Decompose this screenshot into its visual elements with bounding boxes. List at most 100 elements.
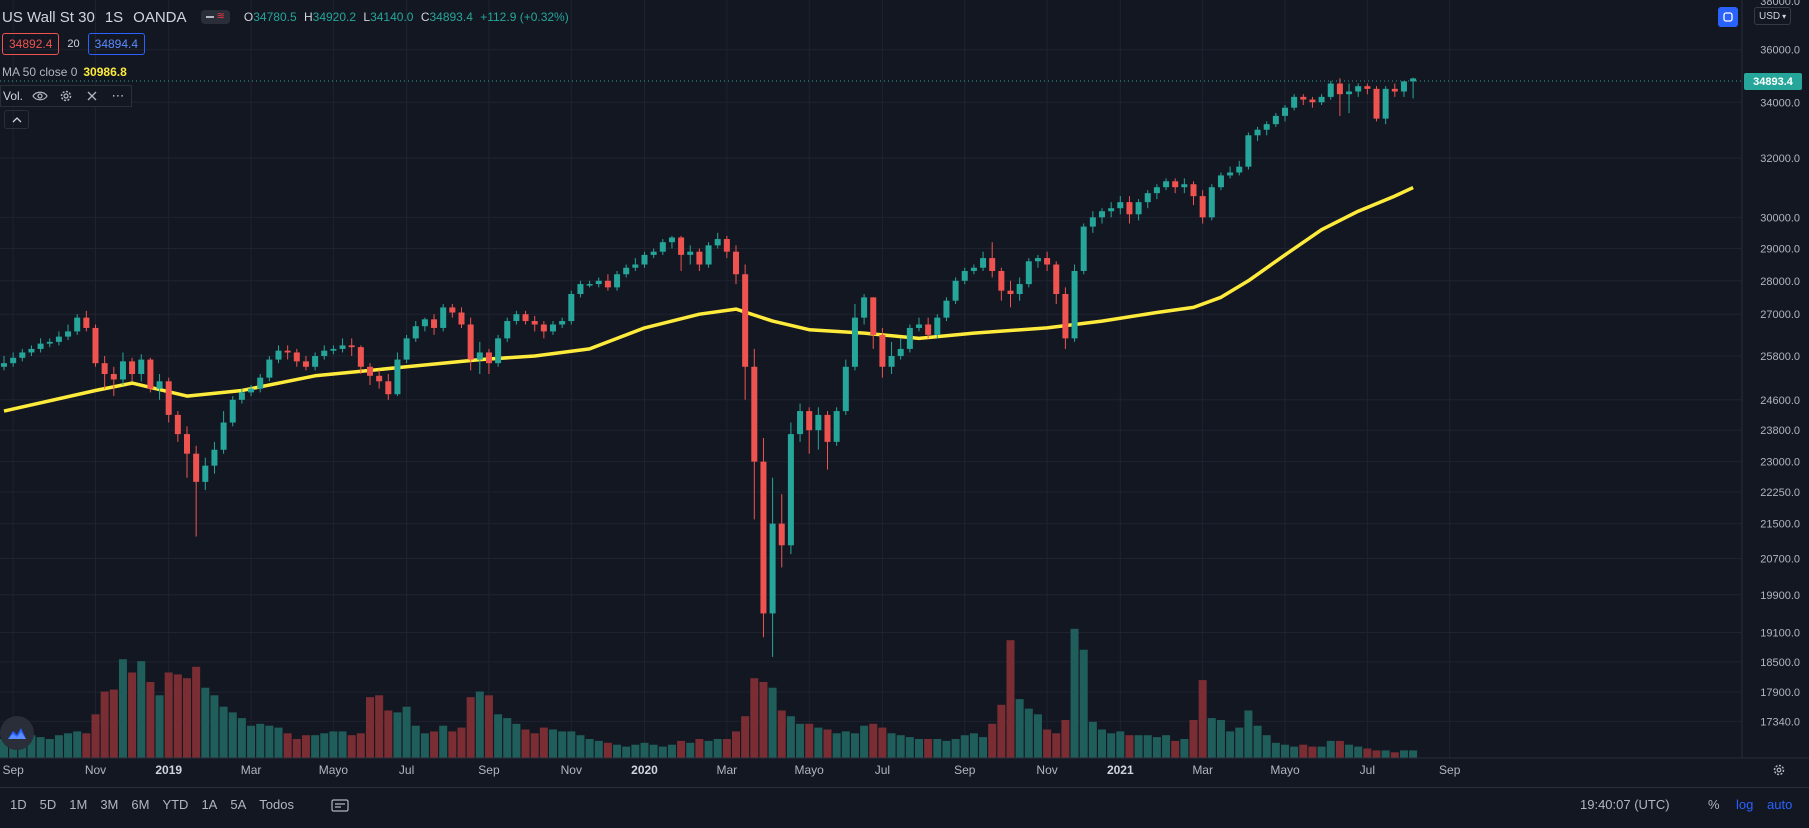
candle-body (1282, 107, 1288, 116)
volume-bar (338, 731, 347, 758)
percent-scale-toggle[interactable]: % (1708, 797, 1720, 812)
candle-body (147, 359, 154, 389)
eye-icon[interactable] (27, 86, 53, 106)
log-scale-toggle[interactable]: log (1736, 797, 1754, 812)
timeframe-button-6m[interactable]: 6M (131, 797, 150, 812)
candle-body (943, 300, 950, 318)
sell-price-button[interactable]: 34892.4 (2, 33, 60, 55)
volume-bar (210, 695, 219, 758)
time-tick-label: 2019 (155, 763, 182, 777)
gear-icon[interactable] (53, 86, 79, 106)
candle (586, 280, 593, 288)
candle-body (83, 317, 90, 328)
volume-bar (713, 739, 722, 758)
volume-bar (393, 712, 402, 758)
candle (193, 445, 200, 537)
candle (119, 352, 126, 385)
volume-bar (530, 733, 539, 758)
candle (1318, 94, 1325, 105)
candle-body (586, 284, 593, 286)
volume-bar (1152, 737, 1161, 758)
volume-bar (1308, 746, 1317, 758)
timeframe-button-1a[interactable]: 1A (201, 797, 218, 812)
candle-body (138, 359, 145, 375)
candle (1373, 86, 1380, 122)
volume-bar (494, 714, 503, 758)
timeframe-button-1m[interactable]: 1M (69, 797, 88, 812)
candle (321, 345, 328, 360)
candle-body (129, 361, 136, 375)
calendar-range-icon (331, 799, 349, 812)
timeframe-button-5a[interactable]: 5A (230, 797, 247, 812)
time-tick-label: Mayo (795, 763, 825, 777)
candle-body (961, 270, 968, 281)
candle (723, 235, 730, 259)
candle-body (522, 314, 529, 322)
close-icon[interactable] (79, 86, 105, 106)
volume-bar (732, 731, 740, 758)
candle (421, 317, 428, 332)
exchange-label[interactable]: OANDA (133, 8, 187, 26)
ma-legend[interactable]: MA 50 close 0 30986.8 (0, 63, 127, 81)
sync-button[interactable] (1718, 7, 1738, 27)
timeframe-button-5d[interactable]: 5D (39, 797, 57, 812)
candle-body (559, 321, 566, 325)
candle (632, 258, 639, 271)
candle-body (595, 280, 602, 285)
candle-body (1199, 196, 1206, 218)
volume-bar (1116, 731, 1125, 758)
volume-bar (1189, 720, 1198, 758)
more-icon[interactable]: ⋯ (111, 88, 125, 103)
candle (540, 321, 547, 339)
candle-body (1272, 115, 1279, 125)
timeframe-button-todos[interactable]: Todos (259, 797, 294, 812)
candle-body (1108, 208, 1115, 212)
candle (970, 264, 977, 275)
candle (833, 407, 840, 446)
candle (961, 267, 968, 285)
axis-settings-button[interactable] (1770, 761, 1788, 779)
ma-indicator-label[interactable]: MA 50 close 0 (2, 65, 78, 79)
price-axis-bg[interactable] (1742, 0, 1809, 787)
volume-bar (192, 666, 201, 758)
timeframe-button-1d[interactable]: 1D (10, 797, 27, 812)
candle-body (220, 422, 227, 450)
candle (330, 345, 337, 355)
candle-body (998, 270, 1005, 291)
candle (339, 338, 346, 353)
volume-bar (704, 740, 713, 758)
volume-bar (311, 735, 320, 758)
volume-label[interactable]: Vol. (3, 89, 24, 103)
volume-bar (1098, 729, 1106, 758)
timeframe-button-3m[interactable]: 3M (100, 797, 119, 812)
symbol-name[interactable]: US Wall St 30 (2, 8, 95, 26)
time-tick-label: Mar (241, 763, 262, 777)
tradingview-logo[interactable] (0, 716, 34, 750)
candle-body (1263, 124, 1270, 130)
candle (1382, 86, 1389, 125)
auto-scale-toggle[interactable]: auto (1767, 797, 1793, 812)
volume-bar (1363, 748, 1372, 758)
volume-bar (1235, 727, 1244, 758)
utc-clock[interactable]: 19:40:07 (UTC) (1580, 797, 1670, 812)
volume-bar (603, 742, 612, 758)
volume-bar (622, 746, 631, 758)
currency-selector[interactable]: USD ▾ (1754, 7, 1792, 25)
candle (861, 294, 868, 325)
interval-label[interactable]: 1S (104, 8, 124, 26)
candle (476, 341, 483, 375)
candle-body (1135, 202, 1142, 215)
buy-price-button[interactable]: 34894.4 (87, 33, 146, 55)
legend-toggle-button[interactable]: ≋ (200, 10, 230, 24)
candle (568, 290, 575, 325)
candle (1172, 178, 1179, 194)
volume-bar (521, 729, 530, 758)
timeframe-button-ytd[interactable]: YTD (162, 797, 189, 812)
volume-bar (1134, 735, 1143, 758)
date-range-button[interactable] (330, 796, 350, 814)
collapse-legend-button[interactable] (4, 110, 29, 129)
volume-bar (988, 723, 997, 758)
candle-body (1163, 181, 1170, 188)
